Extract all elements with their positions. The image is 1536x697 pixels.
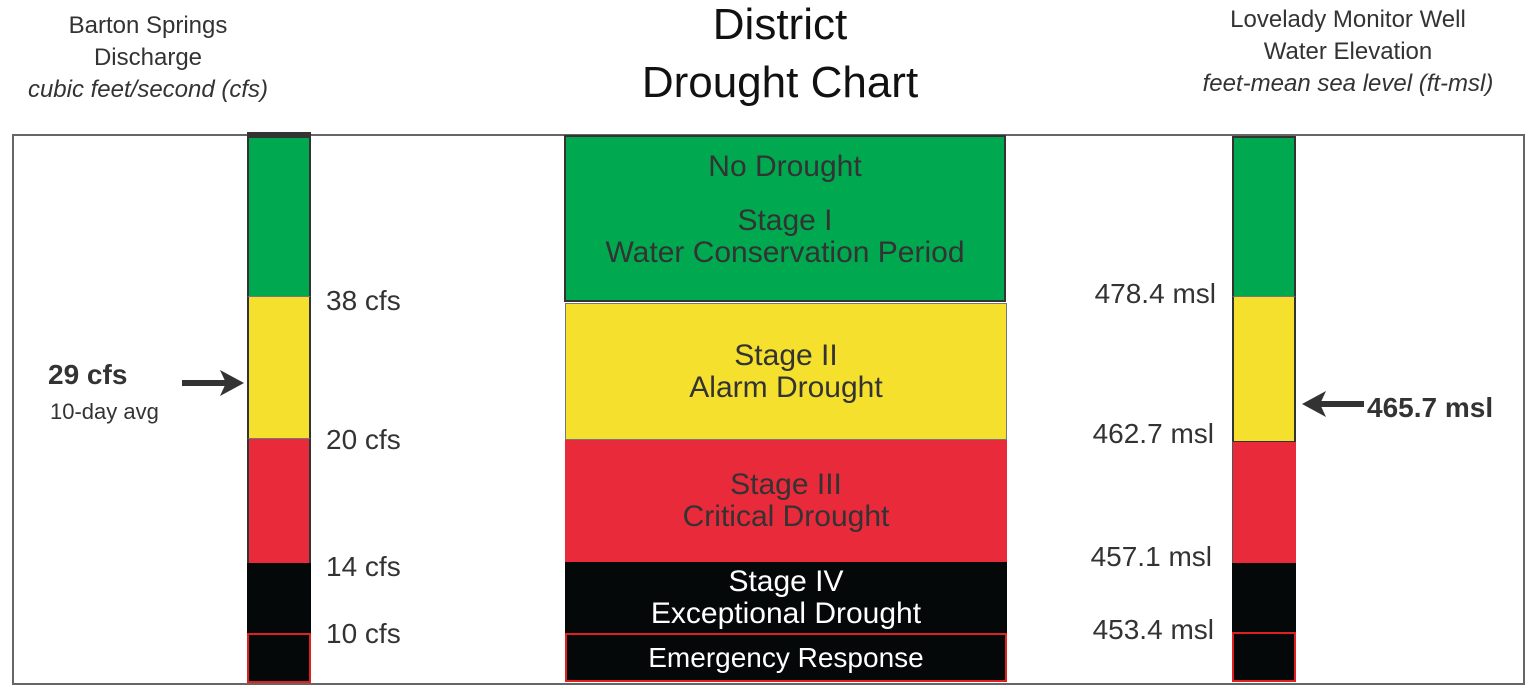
threshold-478-msl: 478.4 msl bbox=[1094, 278, 1216, 309]
current-elevation-value: 465.7 msl bbox=[1367, 392, 1494, 423]
stage-no-drought: No Drought bbox=[708, 150, 862, 183]
stage-3-title: Stage III bbox=[730, 468, 842, 501]
bar-cap bbox=[247, 132, 311, 137]
bar-segment-green bbox=[1232, 136, 1296, 296]
bar-segment-red bbox=[1232, 441, 1296, 563]
arrow-right-icon bbox=[182, 370, 244, 396]
bar-segment-black bbox=[247, 563, 311, 633]
bar-segment-red bbox=[247, 438, 311, 563]
threshold-38-cfs: 38 cfs bbox=[326, 285, 401, 316]
threshold-14-cfs: 14 cfs bbox=[326, 551, 401, 582]
bar-segment-green bbox=[247, 136, 311, 296]
right-header-line1: Lovelady Monitor Well bbox=[1230, 6, 1466, 33]
current-discharge-note: 10-day avg bbox=[50, 399, 159, 424]
left-header: Barton Springs Discharge cubic feet/seco… bbox=[20, 10, 276, 106]
discharge-bar bbox=[247, 132, 311, 683]
stage-block-green: No Drought Stage I Water Conservation Pe… bbox=[564, 135, 1006, 302]
stage-4: Stage IV Exceptional Drought bbox=[565, 562, 1007, 633]
stage-2-title: Stage II bbox=[734, 338, 838, 372]
right-header: Lovelady Monitor Well Water Elevation fe… bbox=[1170, 4, 1526, 100]
title-line2: Drought Chart bbox=[641, 58, 919, 107]
title-line1: District bbox=[712, 0, 848, 49]
left-header-line2: Discharge bbox=[93, 44, 203, 71]
stage-1-subtitle: Water Conservation Period bbox=[605, 236, 965, 269]
stage-2: Stage II Alarm Drought bbox=[565, 303, 1007, 440]
stage-3: Stage III Critical Drought bbox=[565, 440, 1007, 562]
stage-2-subtitle: Alarm Drought bbox=[689, 370, 883, 404]
stage-3-subtitle: Critical Drought bbox=[682, 500, 890, 533]
elevation-bar bbox=[1232, 136, 1296, 682]
bar-segment-black bbox=[1232, 563, 1296, 632]
bar-segment-emergency bbox=[1232, 632, 1296, 682]
stage-1-title: Stage I bbox=[737, 204, 833, 237]
arrow-left-icon bbox=[1302, 391, 1364, 417]
right-header-unit: feet-mean sea level (ft-msl) bbox=[1202, 70, 1494, 97]
stage-4-subtitle: Exceptional Drought bbox=[650, 596, 922, 630]
threshold-453-msl: 453.4 msl bbox=[1092, 614, 1214, 645]
right-header-line2: Water Elevation bbox=[1263, 38, 1433, 65]
page-title: District Drought Chart bbox=[580, 0, 980, 112]
bar-segment-yellow bbox=[1232, 296, 1296, 441]
bar-segment-emergency bbox=[247, 633, 311, 683]
bar-segment-yellow bbox=[247, 296, 311, 438]
current-discharge-value: 29 cfs bbox=[48, 359, 128, 390]
threshold-462-msl: 462.7 msl bbox=[1092, 418, 1214, 449]
threshold-457-msl: 457.1 msl bbox=[1090, 541, 1212, 572]
stage-emergency-title: Emergency Response bbox=[648, 641, 924, 673]
threshold-10-cfs: 10 cfs bbox=[326, 618, 401, 649]
stage-4-title: Stage IV bbox=[728, 564, 844, 598]
threshold-20-cfs: 20 cfs bbox=[326, 424, 401, 455]
stage-emergency: Emergency Response bbox=[565, 633, 1007, 682]
left-header-unit: cubic feet/second (cfs) bbox=[27, 76, 269, 103]
left-header-line1: Barton Springs bbox=[68, 12, 228, 39]
